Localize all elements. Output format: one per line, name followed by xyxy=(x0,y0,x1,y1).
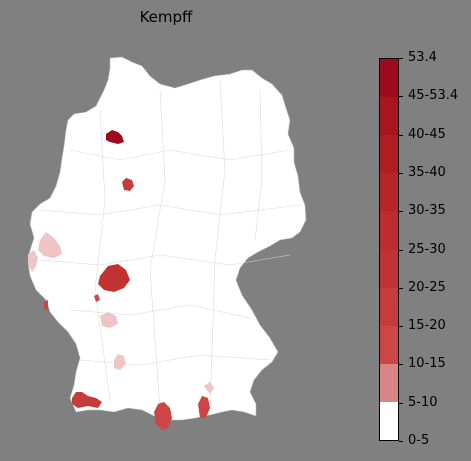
map-title: Kempff xyxy=(139,8,193,26)
region-frankfurt-south xyxy=(94,294,100,302)
legend-labels: 53.4 45-53.4 40-45 35-40 30-35 25-30 20-25 15-2… xyxy=(399,50,471,448)
region-rosenheim-area xyxy=(198,396,210,418)
legend-segment xyxy=(380,135,398,174)
region-stuttgart-area xyxy=(114,354,126,370)
color-scale-legend xyxy=(379,58,399,441)
legend-tick-label: 40-45 xyxy=(408,126,446,142)
legend-segment xyxy=(380,401,398,440)
legend-tick-label: 35-40 xyxy=(408,164,446,180)
legend-segment xyxy=(380,59,398,98)
highlighted-regions xyxy=(28,130,214,430)
region-kempten-area xyxy=(154,402,172,430)
germany-outline xyxy=(27,56,307,421)
region-aachen-area xyxy=(38,232,62,258)
legend-tick-label: 25-30 xyxy=(408,241,446,257)
legend-segment xyxy=(380,249,398,288)
region-freiburg-area xyxy=(72,392,102,408)
region-hannover-area xyxy=(122,178,134,191)
legend-segment xyxy=(380,173,398,212)
region-hamburg-area xyxy=(106,130,124,144)
region-passau-light xyxy=(204,382,214,394)
legend-tick-label: 15-20 xyxy=(408,318,446,334)
legend-tick-label: 5-10 xyxy=(408,394,438,410)
region-mainz-area xyxy=(44,300,48,310)
legend-tick-label: 0-5 xyxy=(408,433,430,448)
region-heidelberg-area xyxy=(100,312,118,328)
legend-segment xyxy=(380,363,398,402)
district-borders xyxy=(39,79,301,411)
legend-segment xyxy=(380,325,398,364)
legend-segment xyxy=(380,287,398,326)
legend-tick-label: 53.4 xyxy=(408,50,437,65)
legend-segment xyxy=(380,97,398,136)
legend-tick-label: 45-53.4 xyxy=(408,88,459,104)
legend-tick-label: 10-15 xyxy=(408,356,446,372)
legend-tick-label: 30-35 xyxy=(408,203,446,219)
region-aachen-west xyxy=(28,250,38,272)
region-frankfurt-area xyxy=(98,264,130,292)
legend-tick-label: 20-25 xyxy=(408,279,446,295)
legend-segment xyxy=(380,211,398,250)
